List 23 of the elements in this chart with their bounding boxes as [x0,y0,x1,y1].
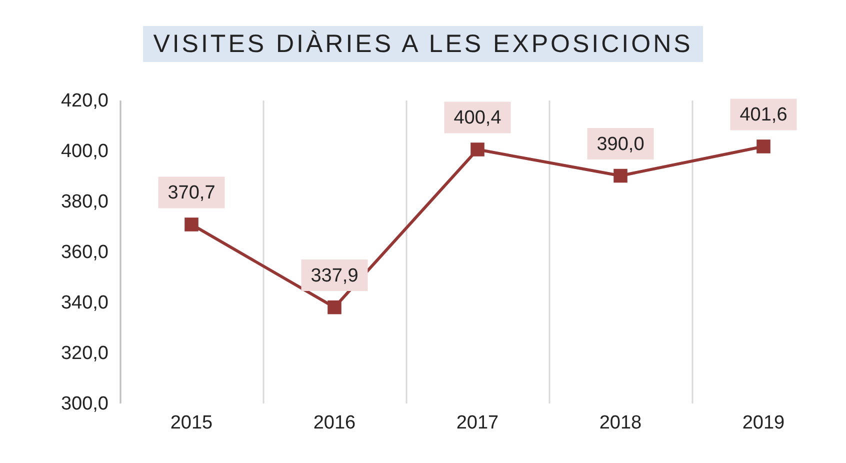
data-label: 337,9 [310,265,358,286]
data-label: 401,6 [740,104,788,126]
x-tick-label: 2016 [313,412,356,434]
y-tick-label: 320,0 [60,343,108,364]
x-tick-label: 2017 [456,412,499,434]
data-label: 390,0 [596,134,644,155]
point [470,142,484,156]
point [184,218,198,232]
point [756,140,770,154]
x-tick-label: 2015 [170,412,213,434]
y-tick-label: 360,0 [60,242,108,263]
y-tick-label: 380,0 [60,192,108,212]
y-tick-label: 400,0 [60,141,108,162]
y-tick-label: 300,0 [60,394,108,414]
point [328,300,342,314]
x-tick-label: 2019 [742,412,785,434]
data-label: 400,4 [454,107,502,128]
data-label: 370,7 [168,182,216,204]
y-tick-label: 340,0 [60,292,108,314]
point [614,168,628,183]
x-tick-label: 2018 [599,412,642,434]
y-tick-label: 420,0 [60,90,108,112]
chart-title: VISITES DIÀRIES A LES EXPOSICIONS [143,26,703,62]
